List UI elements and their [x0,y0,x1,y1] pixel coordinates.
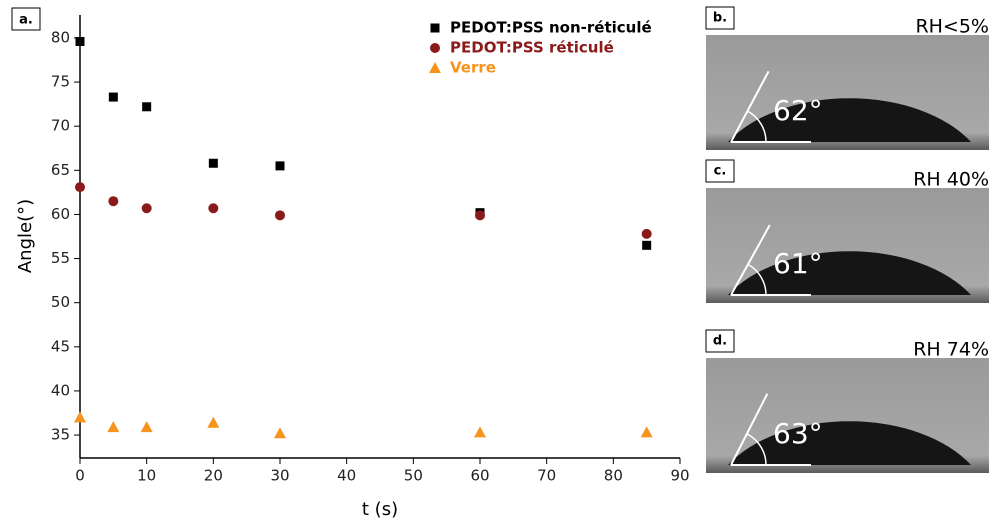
marker-triangle [74,411,86,423]
marker-square [275,161,285,171]
tangent [730,393,769,466]
marker-circle [75,182,85,193]
x-tick-label: 30 [270,467,289,485]
panel-label: a. [19,13,33,28]
marker-circle [141,203,152,214]
y-tick-label: 65 [51,161,70,179]
panel-condition: RH 40% [913,169,989,191]
marker-circle [430,43,440,53]
marker-triangle [207,416,220,428]
panel-label-box [705,329,735,353]
droplet [728,98,971,142]
angle-label: 63° [773,417,823,450]
marker-triangle [474,426,486,438]
legend-label: PEDOT:PSS non-réticulé [450,19,652,37]
angle-arc [747,263,767,296]
photo-panels: b. RH<5% 62° c. RH 40% 61° d. RH 74% 63° [705,6,989,473]
panel-label: d. [713,334,727,349]
panel-condition: RH<5% [915,16,989,38]
y-axis-label: Angle(°) [15,199,36,273]
x-tick-label: 70 [537,467,556,485]
droplet [728,421,971,465]
angle-arc [747,110,767,143]
x-tick-label: 80 [604,467,623,485]
marker-square [108,92,118,102]
marker-triangle [274,427,286,439]
y-tick-label: 60 [51,205,70,223]
y-tick-label: 55 [51,249,70,267]
marker-square [208,158,218,168]
angle-arc [746,433,767,466]
panel-label: b. [713,11,727,26]
panel-label: c. [714,164,727,179]
x-tick-label: 40 [337,467,356,485]
marker-square [142,102,152,112]
marker-circle [641,228,652,239]
y-tick-label: 70 [51,117,70,135]
marker-triangle [107,421,120,433]
y-tick-label: 40 [51,381,70,399]
marker-circle [208,203,219,214]
x-tick-label: 90 [670,467,689,485]
panel-condition: RH 74% [913,339,989,361]
x-tick-label: 60 [470,467,489,485]
x-tick-label: 10 [137,467,156,485]
marker-square [642,240,652,250]
y-tick-label: 75 [51,73,70,91]
marker-triangle [429,62,441,73]
panel-label-box [11,7,41,31]
angle-label: 62° [773,94,823,127]
legend-label: Verre [450,59,496,77]
legend-label: PEDOT:PSS réticulé [450,39,614,57]
angle-label: 61° [773,247,823,280]
x-axis-label: t (s) [362,499,398,520]
tangent [730,224,771,296]
x-tick-label: 20 [204,467,223,485]
marker-circle [108,196,119,207]
y-tick-label: 35 [51,426,70,444]
x-tick-label: 50 [404,467,423,485]
marker-square [75,36,85,46]
y-tick-label: 45 [51,337,70,355]
marker-circle [275,210,285,221]
marker-circle [475,210,485,221]
panel-label-box [705,6,735,30]
marker-triangle [640,426,653,438]
marker-triangle [140,421,153,433]
tangent [730,70,770,143]
panel-label-box [705,159,735,183]
droplet [728,251,971,295]
x-tick-label: 0 [75,467,85,485]
y-tick-label: 50 [51,293,70,311]
marker-square [430,23,440,33]
y-tick-label: 80 [51,28,70,46]
